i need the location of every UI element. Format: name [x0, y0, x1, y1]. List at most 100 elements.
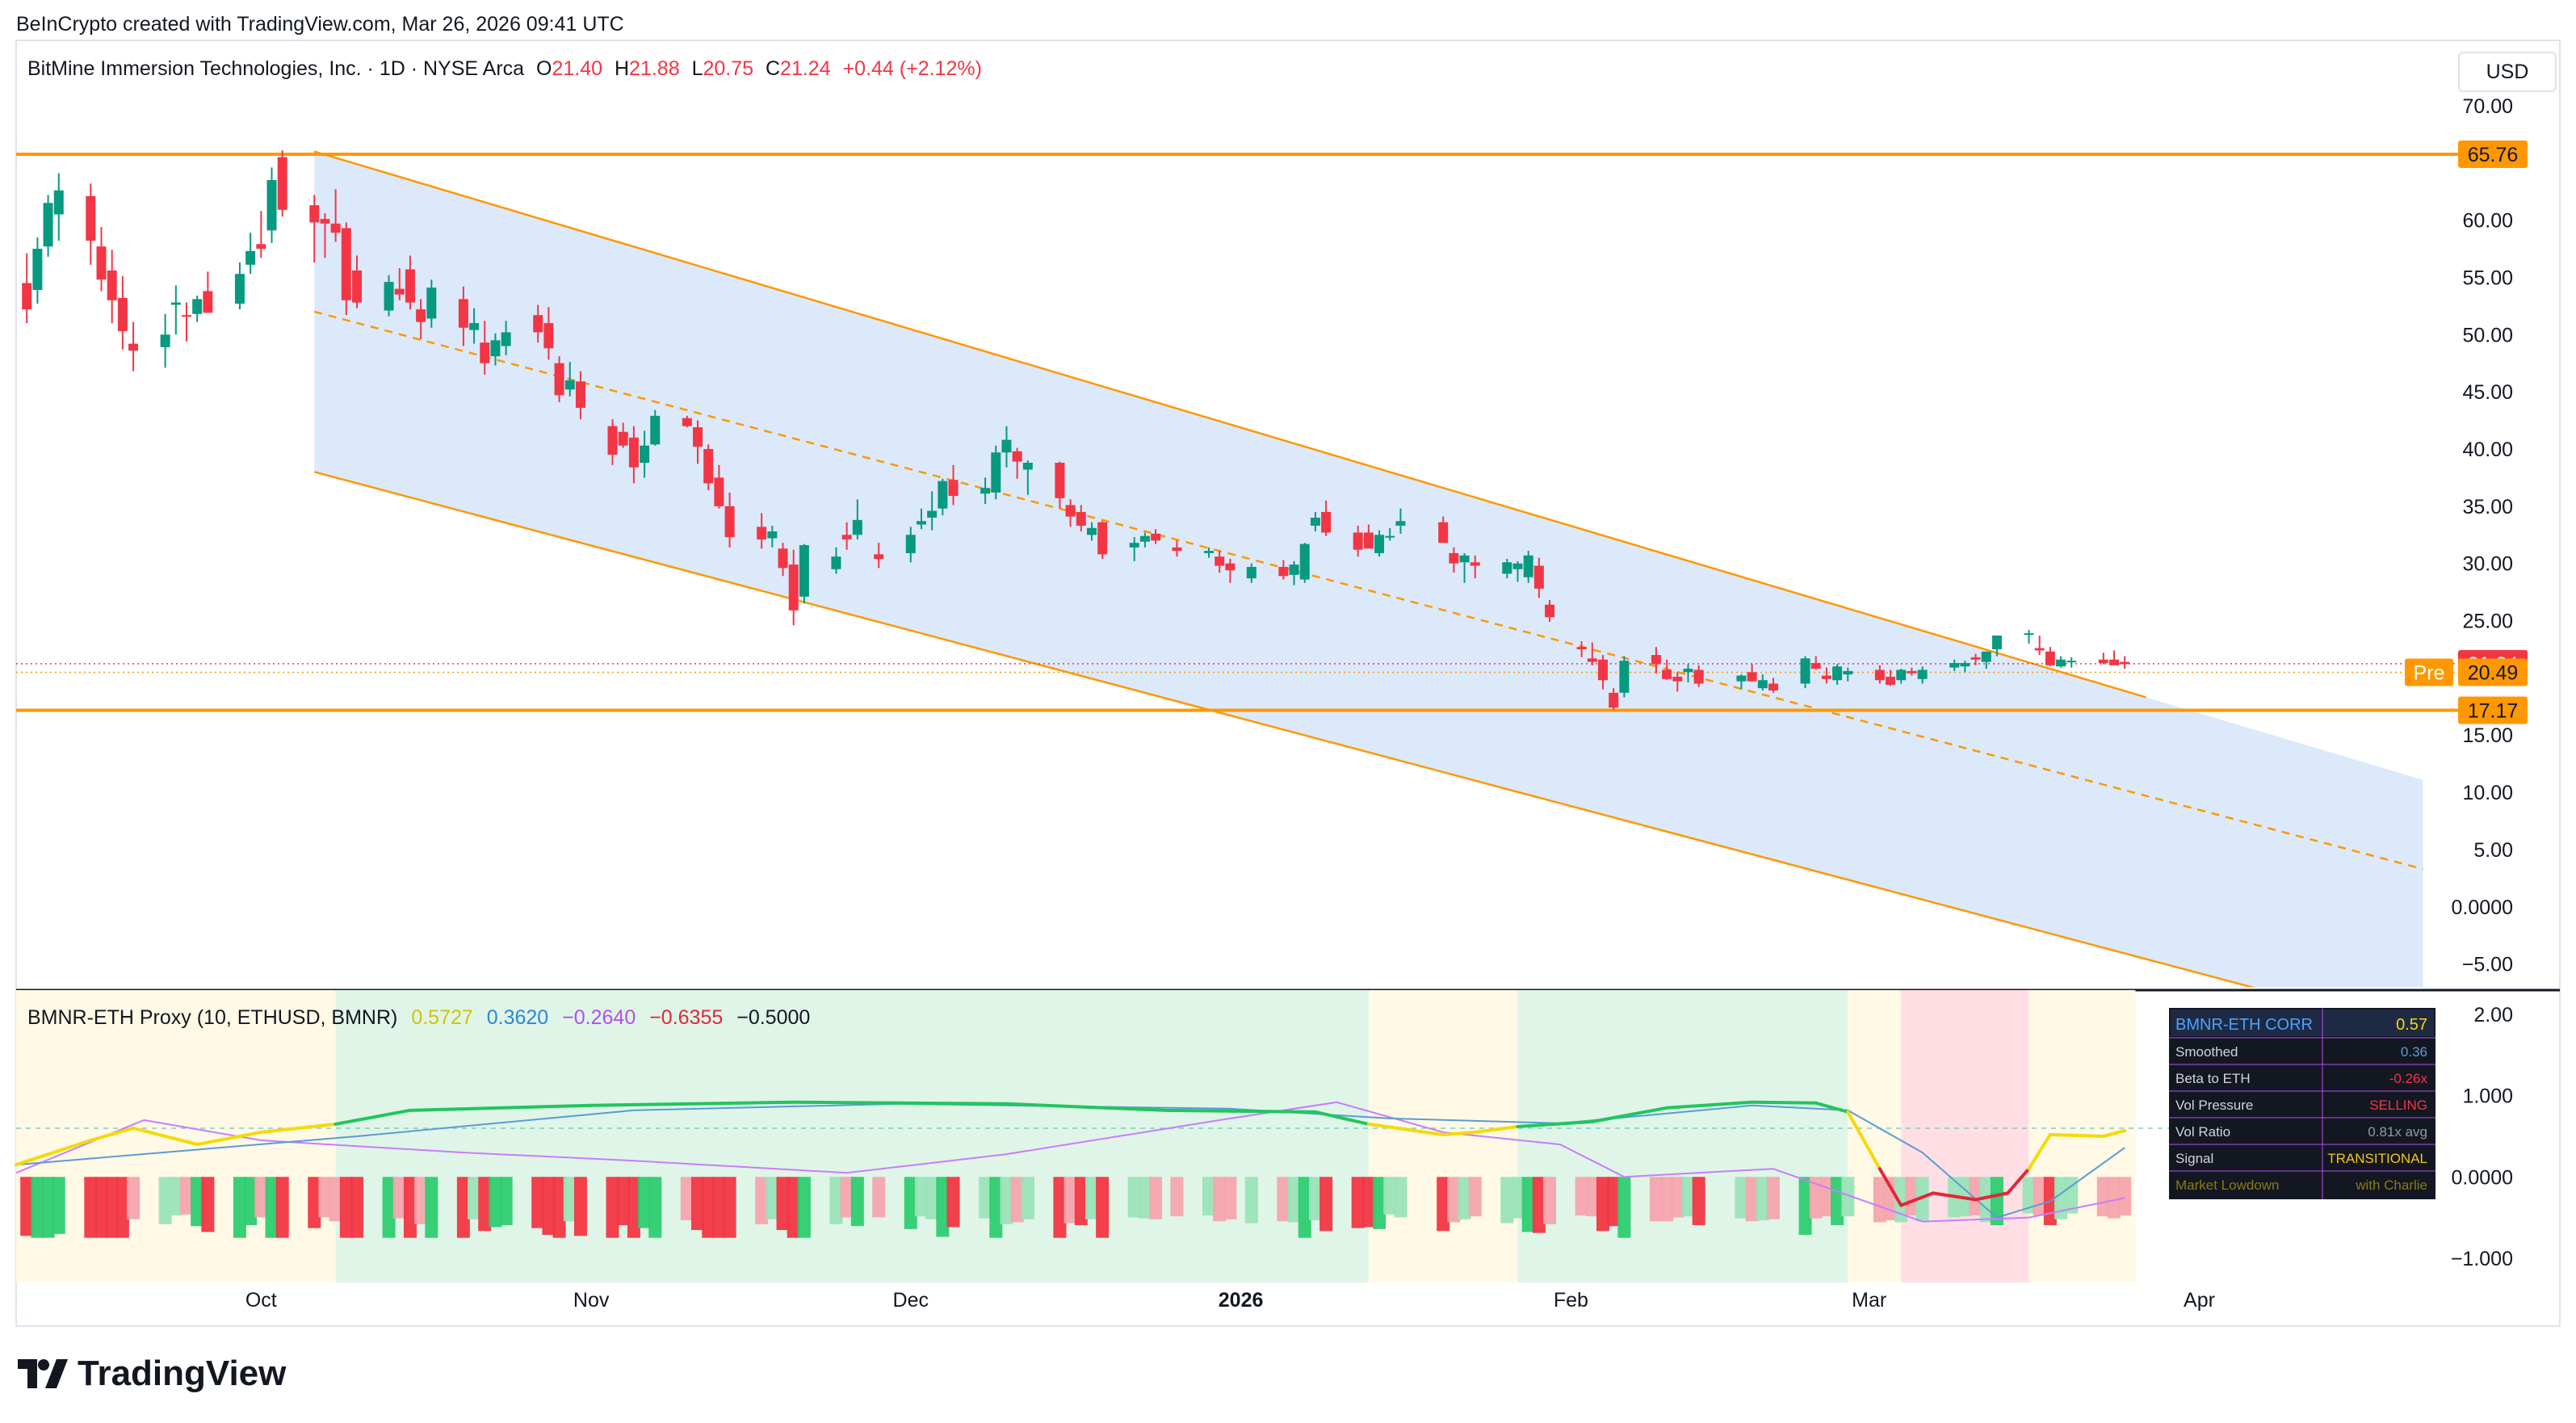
- candle-body: [1949, 662, 1960, 668]
- price-label-text: 20.49: [2468, 661, 2519, 684]
- indicator-column-29: [456, 1177, 470, 1238]
- correlation-segment-8: [589, 1100, 795, 1107]
- indicator-column-69: [1064, 1177, 1077, 1224]
- indicator-column-40: [616, 1177, 630, 1226]
- indicator-column-64: [989, 1177, 1003, 1238]
- indicator-column-79: [1223, 1177, 1237, 1219]
- indicator-column-65: [1000, 1177, 1013, 1224]
- indicator-column-28: [425, 1177, 438, 1238]
- candle-90: [1395, 508, 1406, 534]
- candle-102: [1597, 655, 1608, 690]
- indicator-column-15: [244, 1177, 258, 1226]
- candle-113: [1768, 678, 1778, 693]
- candle-body: [1597, 659, 1608, 681]
- candle-49: [757, 513, 767, 549]
- candle-48: [724, 492, 735, 548]
- candle-body: [778, 548, 788, 569]
- candle-body: [1139, 535, 1150, 542]
- candle-body: [1960, 662, 1970, 667]
- candle-body: [640, 445, 650, 463]
- indicator-columns: [20, 1177, 2132, 1238]
- candle-body: [405, 269, 415, 303]
- candle-125: [1960, 661, 1970, 673]
- price-tick-label: 40.00: [2462, 439, 2513, 461]
- candle-22: [341, 222, 351, 316]
- indicator-column-119: [1873, 1177, 1886, 1223]
- candle-37: [564, 362, 575, 397]
- indicator-value-4: −0.5000: [736, 1006, 811, 1029]
- indicator-column-9: [158, 1177, 172, 1224]
- candle-body: [1470, 562, 1480, 566]
- price-label-2: 20.49 Pre: [2405, 658, 2528, 686]
- regime-band-3: [1517, 990, 1848, 1282]
- candle-body: [1086, 527, 1097, 535]
- indicator-column-99: [1543, 1177, 1557, 1224]
- indicator-column-24: [382, 1177, 396, 1238]
- candle-96: [1512, 560, 1523, 582]
- candle-body: [1449, 552, 1459, 564]
- candle-body: [1757, 680, 1768, 689]
- candle-63: [980, 477, 991, 504]
- correlation-segment-20: [1814, 1101, 1850, 1114]
- candle-19: [309, 195, 320, 262]
- candle-body: [1204, 551, 1215, 553]
- price-axis: 70.00 60.00 55.00 50.00 45.00 40.00 35.00 30.00…: [2452, 95, 2513, 976]
- candle-body: [564, 380, 575, 390]
- candle-body: [1246, 566, 1257, 579]
- candle-29: [458, 286, 468, 346]
- candle-body: [1576, 647, 1587, 649]
- candle-76: [1172, 540, 1182, 557]
- candle-115: [1810, 656, 1821, 670]
- candle-body: [32, 248, 43, 291]
- candle-106: [1662, 659, 1672, 681]
- tradingview-logo[interactable]: TradingView: [18, 1354, 286, 1394]
- candle-89: [1385, 527, 1395, 541]
- candle-body: [1363, 532, 1374, 549]
- indicator-column-134: [2096, 1177, 2110, 1217]
- correlation-segment-29: [2101, 1128, 2127, 1138]
- candle-87: [1363, 524, 1374, 549]
- indicator-column-129: [2022, 1177, 2036, 1214]
- indicator-column-67: [1021, 1177, 1034, 1219]
- stats-row-label: Vol Pressure: [2175, 1098, 2253, 1113]
- indicator-column-17: [265, 1177, 279, 1238]
- indicator-value-2: −0.2640: [562, 1006, 636, 1029]
- channel: [313, 150, 2423, 987]
- candle-12: [192, 296, 203, 322]
- candle-44: [682, 415, 692, 428]
- candle-116: [1821, 667, 1831, 684]
- candle-80: [1246, 563, 1257, 583]
- correlation-line: [15, 1100, 2127, 1207]
- candle-body: [1832, 666, 1843, 681]
- candle-body: [320, 219, 330, 224]
- indicator-column-100: [1575, 1177, 1588, 1215]
- indicator-column-10: [169, 1177, 183, 1215]
- indicator-column-38: [573, 1177, 587, 1236]
- indicator-column-86: [1351, 1177, 1365, 1228]
- indicator-column-101: [1585, 1177, 1599, 1217]
- candles: [22, 150, 2130, 711]
- indicator-column-107: [1671, 1177, 1684, 1218]
- indicator-column-115: [1809, 1177, 1823, 1219]
- candle-body: [2056, 659, 2066, 667]
- close-value: 21.24: [780, 57, 831, 80]
- candle-body: [991, 452, 1001, 493]
- candle-body: [107, 270, 117, 300]
- candle-108: [1683, 664, 1693, 683]
- candle-body: [1097, 522, 1108, 555]
- indicator-column-63: [979, 1177, 992, 1219]
- indicator-column-113: [1766, 1177, 1780, 1219]
- brand-name: TradingView: [78, 1354, 287, 1393]
- candle-body: [628, 437, 639, 468]
- correlation-segment-10: [1005, 1102, 1168, 1112]
- indicator-title: BMNR-ETH Proxy (10, ETHUSD, BMNR): [27, 1006, 398, 1029]
- time-tick-label: Dec: [893, 1289, 929, 1312]
- candle-body: [1533, 565, 1544, 589]
- candle-133: [2066, 657, 2077, 668]
- tradingview-logo-icon: [18, 1359, 68, 1388]
- currency-button[interactable]: USD: [2458, 52, 2557, 92]
- indicator-column-70: [1074, 1177, 1088, 1226]
- indicator-column-123: [1915, 1177, 1929, 1222]
- candle-105: [1651, 647, 1661, 674]
- candle-body: [1619, 661, 1630, 693]
